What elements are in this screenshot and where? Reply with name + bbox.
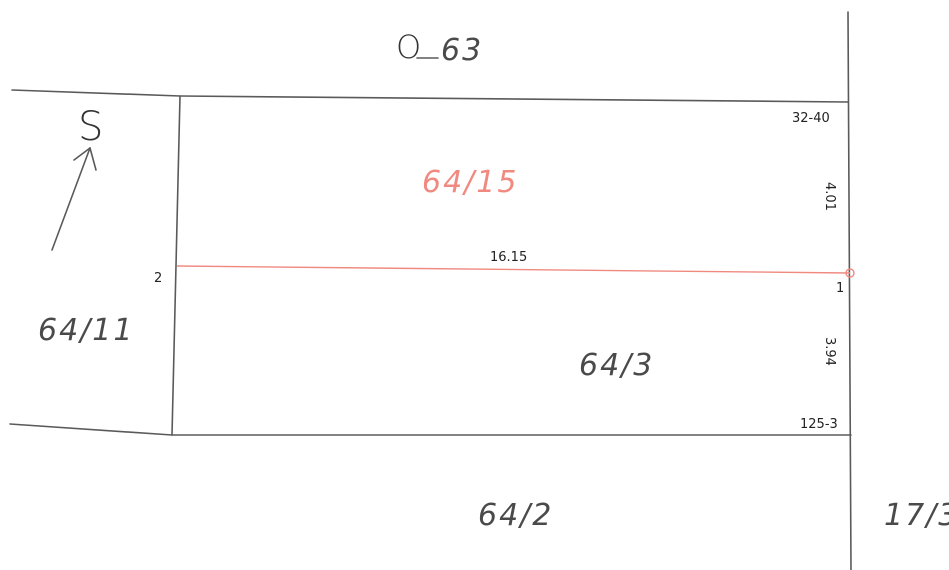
- parcel-top-border: [179, 95, 849, 103]
- north-label: S: [78, 104, 103, 150]
- parcel-left-border: [171, 95, 181, 436]
- point-label-2: 2: [154, 271, 162, 286]
- division-line: [176, 265, 851, 274]
- north-arrow: [51, 147, 97, 251]
- right-boundary: [847, 11, 852, 570]
- point-1-marker: [845, 268, 855, 278]
- dimension-bottom-segment: 3.94: [822, 337, 837, 366]
- dimension-top-segment: 4.01: [822, 182, 837, 211]
- parcel-label-bottom: 64/3: [579, 348, 654, 383]
- left-parcel-bottom-border: [9, 423, 173, 436]
- corner-label-top-right: 32-40: [792, 111, 830, 126]
- road-letter: O: [396, 28, 421, 66]
- corner-label-bottom-right: 125-3: [800, 417, 838, 432]
- parcel-label-top: 64/15: [422, 165, 518, 200]
- parcel-label-left: 64/11: [38, 313, 134, 348]
- point-label-1: 1: [836, 281, 844, 296]
- parcel-label-right: 17/3: [884, 498, 949, 533]
- parcel-label-below: 64/2: [478, 498, 553, 533]
- dimension-division-length: 16.15: [490, 250, 527, 265]
- road-number: 63: [441, 33, 483, 68]
- road-boundary-top: [11, 89, 181, 97]
